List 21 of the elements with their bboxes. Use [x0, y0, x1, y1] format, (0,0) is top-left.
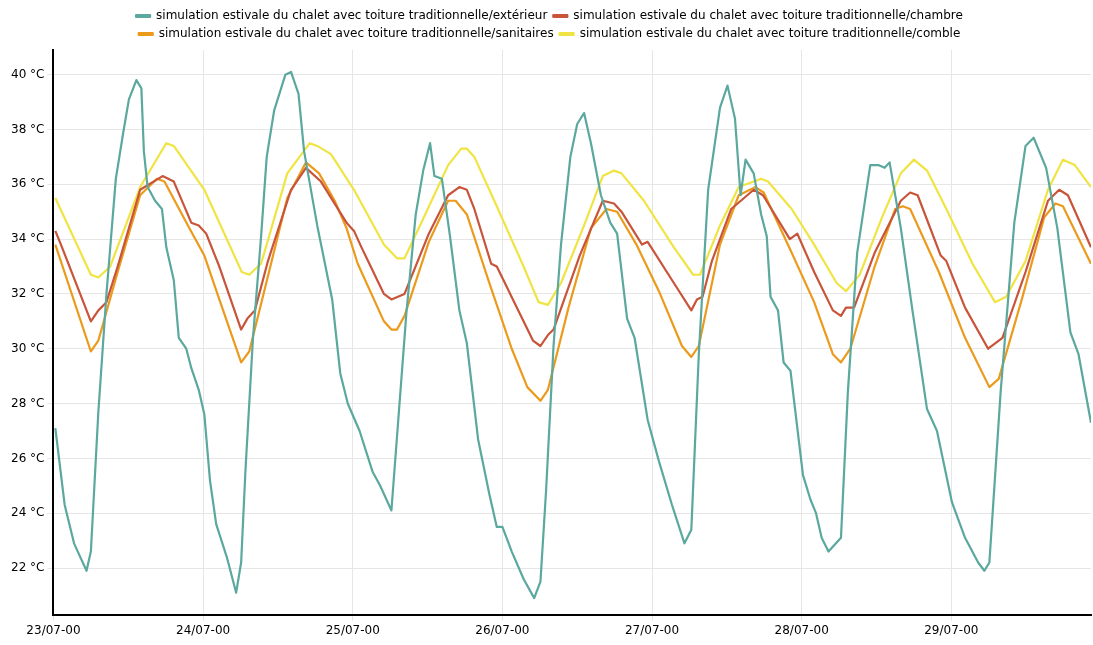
x-tick-label: 27/07-00 [624, 622, 680, 637]
y-tick-label: 36 °C [10, 176, 45, 191]
x-tick-label: 23/07-00 [26, 622, 81, 637]
legend-label: simulation estivale du chalet avec toiture traditionnelle/chambre [573, 8, 963, 23]
x-tick-label: 24/07-00 [176, 622, 231, 637]
y-tick-label: 32 °C [10, 286, 45, 301]
legend-label: simulation estivale du chalet avec toiture traditionnelle/extérieur [156, 8, 548, 23]
x-tick-label: 28/07-00 [774, 622, 829, 637]
y-tick-label: 34 °C [10, 231, 45, 246]
x-tick-label: 26/07-00 [475, 622, 530, 637]
y-tick-label: 28 °C [10, 395, 45, 410]
y-tick-label: 38 °C [10, 121, 45, 136]
y-tick-label: 22 °C [10, 560, 45, 575]
legend-label: simulation estivale du chalet avec toiture traditionnelle/comble [579, 26, 961, 41]
y-tick-label: 26 °C [10, 450, 45, 465]
y-tick-label: 24 °C [10, 505, 45, 520]
legend-label: simulation estivale du chalet avec toiture traditionnelle/sanitaires [158, 26, 554, 41]
x-tick-label: 25/07-00 [325, 622, 380, 637]
x-tick-label: 29/07-00 [924, 622, 979, 637]
y-tick-label: 30 °C [10, 340, 45, 355]
y-tick-label: 40 °C [10, 66, 45, 81]
